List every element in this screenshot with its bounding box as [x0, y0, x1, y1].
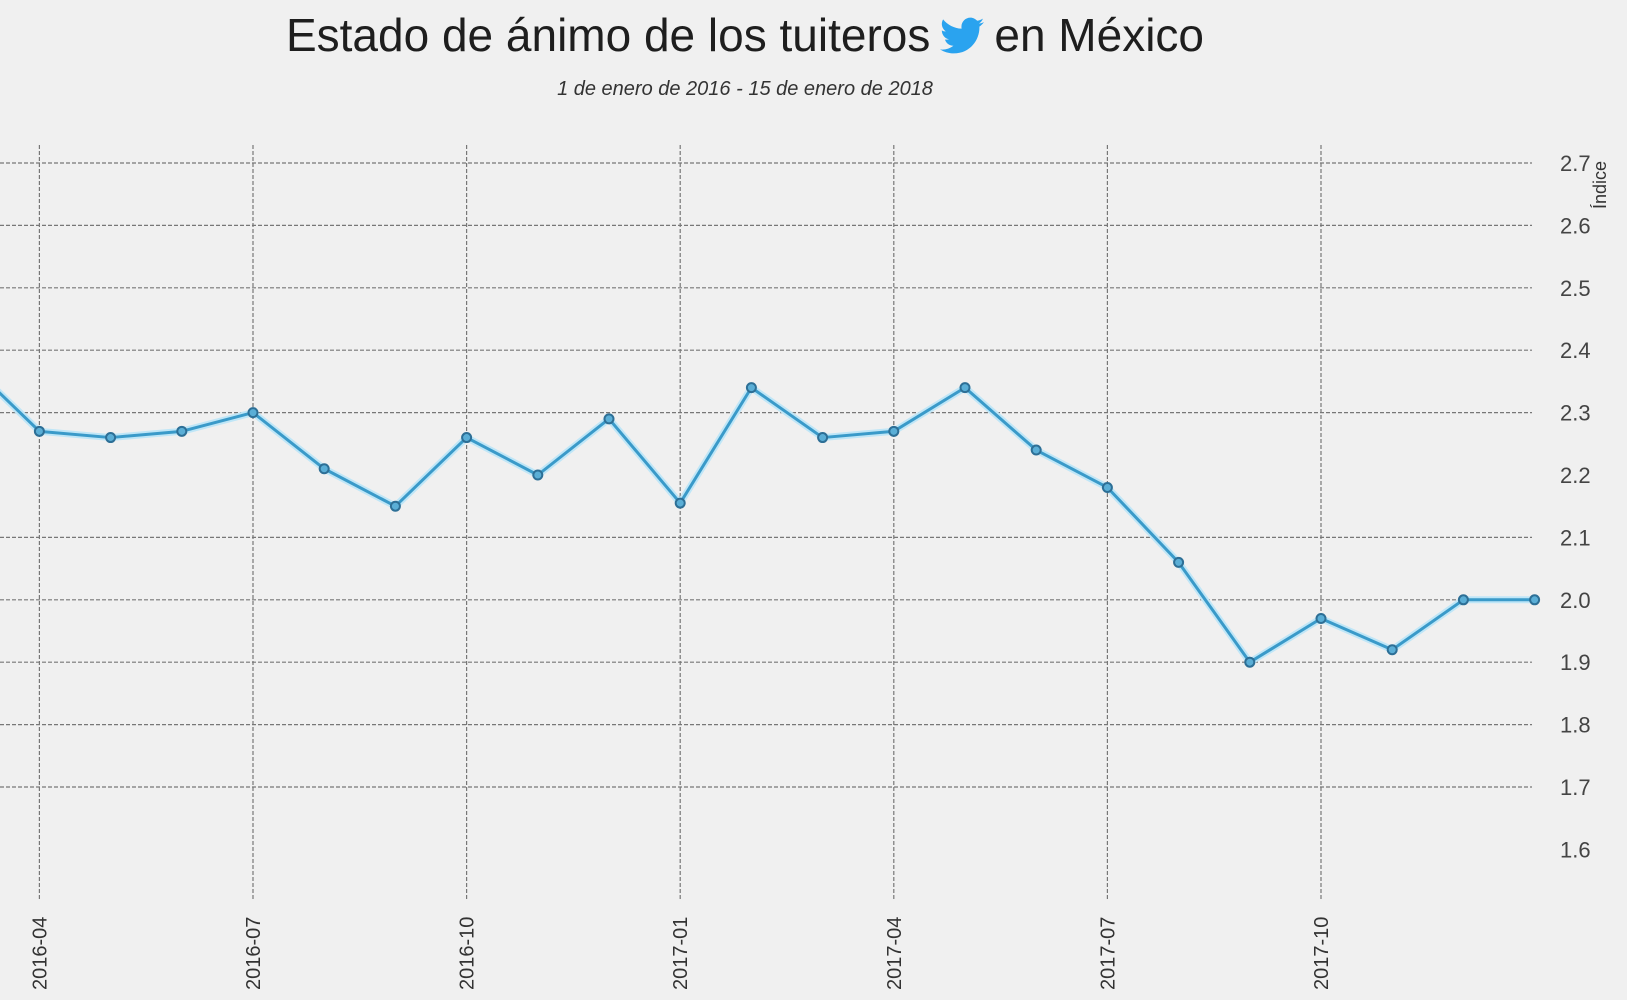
data-point [959, 382, 971, 394]
y-tick-label: 2.5 [1560, 276, 1591, 301]
x-tick-label: 2017-04 [884, 917, 906, 990]
y-tick-label: 1.9 [1560, 650, 1591, 675]
x-tick-label: 2017-07 [1097, 917, 1119, 990]
y-tick-label: 1.8 [1560, 713, 1591, 738]
grid [0, 145, 1532, 900]
data-point [33, 425, 45, 437]
twitter-bird-icon [940, 12, 985, 54]
y-tick-label: 2.3 [1560, 401, 1591, 426]
data-point [603, 413, 615, 425]
data-point [1386, 644, 1398, 656]
data-point [105, 432, 117, 444]
data-point [247, 407, 259, 419]
y-tick-label: 2.2 [1560, 463, 1591, 488]
y-tick-label: 1.7 [1560, 775, 1591, 800]
x-tick-label: 2016-07 [243, 917, 265, 990]
y-tick-label: 1.6 [1560, 837, 1591, 862]
y-tick-label: 2.4 [1560, 338, 1591, 363]
data-point [1529, 594, 1541, 606]
data-point [318, 463, 330, 475]
data-point [389, 500, 401, 512]
data-point [1173, 556, 1185, 568]
series-line-glow [0, 384, 1535, 666]
data-point [745, 382, 757, 394]
chart-title: Estado de ánimo de los tuiteros en México [0, 8, 1490, 62]
y-tick-label: 2.1 [1560, 525, 1591, 550]
series-line [0, 386, 1535, 664]
series [0, 382, 1541, 668]
title-text-start: Estado de ánimo de los tuiteros [285, 9, 931, 61]
data-point [817, 432, 829, 444]
data-point [532, 469, 544, 481]
data-point [1030, 444, 1042, 456]
chart-subtitle: 1 de enero de 2016 - 15 de enero de 2018 [557, 78, 933, 100]
data-point [1457, 594, 1469, 606]
x-tick-label: 2016-04 [29, 917, 51, 990]
data-point [1101, 481, 1113, 493]
y-tick-label: 2.6 [1560, 213, 1591, 238]
x-tick-label: 2017-10 [1311, 917, 1333, 990]
x-axis: 2016-04 2016-07 2016-10 2017-01 2017-04 2017-… [29, 917, 1333, 990]
data-point [888, 425, 900, 437]
y-tick-label: 2.0 [1560, 588, 1591, 613]
data-point [176, 425, 188, 437]
data-point [674, 497, 686, 509]
y-axis: 1.6 1.7 1.8 1.9 2.0 2.1 2.2 2.3 2.4 2.5 2.6 2.7 [1560, 151, 1591, 862]
data-point [1315, 613, 1327, 625]
title-text-end: en México [994, 9, 1205, 61]
data-point [461, 432, 473, 444]
y-axis-label: Índice [1590, 161, 1610, 209]
y-tick-label: 2.7 [1560, 151, 1591, 176]
x-tick-label: 2016-10 [457, 917, 479, 990]
x-tick-label: 2017-01 [670, 917, 692, 990]
data-point [1244, 656, 1256, 668]
